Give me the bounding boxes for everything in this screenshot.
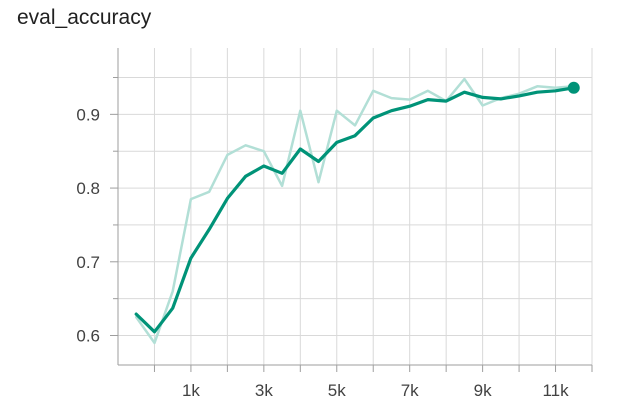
x-tick-label: 5k [328, 381, 346, 400]
y-tick-label: 0.7 [76, 253, 100, 272]
y-tick-label: 0.6 [76, 327, 100, 346]
axes [110, 48, 593, 372]
y-tick-label: 0.9 [76, 105, 100, 124]
x-tick-label: 3k [255, 381, 273, 400]
last-point-marker [567, 81, 580, 94]
chart-title: eval_accuracy [17, 6, 152, 29]
series-line-raw [134, 77, 576, 345]
series-line-smoothed [134, 86, 576, 334]
x-tick-label: 9k [474, 381, 492, 400]
x-tick-label: 7k [401, 381, 419, 400]
x-tick-label: 11k [542, 381, 569, 400]
plot-series [134, 77, 580, 345]
y-tick-label: 0.8 [76, 179, 100, 198]
tick-labels: 1k 3k 5k 7k 9k 11k 0.6 0.7 0.8 0.9 [76, 105, 569, 400]
x-tick-label: 1k [182, 381, 200, 400]
grid-lines [118, 48, 593, 365]
